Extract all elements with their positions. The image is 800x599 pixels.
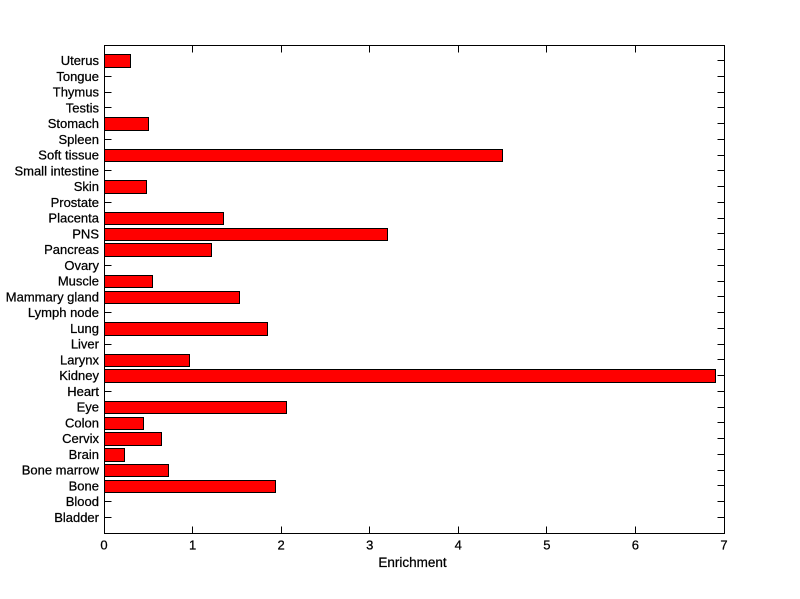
svg-text:Skin: Skin <box>74 179 99 194</box>
svg-text:Eye: Eye <box>77 400 99 415</box>
svg-text:Enrichment: Enrichment <box>378 555 447 570</box>
svg-text:PNS: PNS <box>72 226 99 241</box>
svg-text:Prostate: Prostate <box>51 195 99 210</box>
svg-text:Lymph node: Lymph node <box>28 305 99 320</box>
svg-text:Lung: Lung <box>70 321 99 336</box>
svg-text:Muscle: Muscle <box>58 274 99 289</box>
svg-text:1: 1 <box>189 537 196 552</box>
svg-text:Heart: Heart <box>67 384 99 399</box>
svg-text:Blood: Blood <box>66 494 99 509</box>
svg-text:Bone: Bone <box>69 478 99 493</box>
svg-text:Tongue: Tongue <box>56 69 99 84</box>
svg-text:0: 0 <box>100 537 107 552</box>
svg-text:Stomach: Stomach <box>48 116 99 131</box>
svg-text:5: 5 <box>543 537 550 552</box>
svg-text:Ovary: Ovary <box>64 258 99 273</box>
svg-text:Thymus: Thymus <box>53 85 100 100</box>
svg-text:Kidney: Kidney <box>59 368 99 383</box>
svg-text:Bone marrow: Bone marrow <box>22 463 100 478</box>
svg-text:Brain: Brain <box>69 447 99 462</box>
svg-text:Spleen: Spleen <box>59 132 99 147</box>
svg-text:Colon: Colon <box>65 415 99 430</box>
svg-text:4: 4 <box>455 537 462 552</box>
svg-text:Bladder: Bladder <box>54 510 99 525</box>
svg-text:Small intestine: Small intestine <box>14 163 99 178</box>
svg-text:Placenta: Placenta <box>48 211 99 226</box>
svg-text:Pancreas: Pancreas <box>44 242 99 257</box>
svg-text:Larynx: Larynx <box>60 352 100 367</box>
svg-text:Mammary gland: Mammary gland <box>6 289 99 304</box>
svg-text:2: 2 <box>277 537 284 552</box>
svg-text:3: 3 <box>366 537 373 552</box>
svg-text:Uterus: Uterus <box>61 53 100 68</box>
svg-text:7: 7 <box>720 537 727 552</box>
svg-text:Cervix: Cervix <box>62 431 99 446</box>
svg-text:Liver: Liver <box>71 337 100 352</box>
svg-text:6: 6 <box>632 537 639 552</box>
svg-text:Testis: Testis <box>66 100 100 115</box>
svg-text:Soft tissue: Soft tissue <box>38 148 99 163</box>
